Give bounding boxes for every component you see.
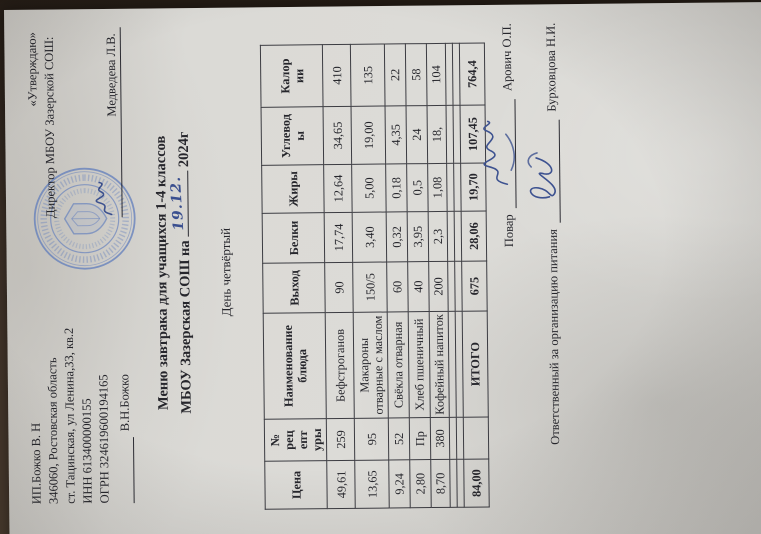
table-row: 13,65 95 Макароны отварные с маслом 150/… [350, 44, 390, 509]
cook-name: Арович О.П. [499, 23, 515, 92]
cell-carbs: 34,65 [323, 106, 352, 165]
responsible-label: Ответственный за организацию питания [545, 229, 563, 445]
cook-signature-row: Повар Арович О.П. [483, 23, 517, 248]
cell-dish-name: Бефстроганов [325, 312, 355, 419]
cell-fat: 0,5 [406, 163, 429, 212]
cell-calories: 104 [426, 43, 447, 106]
cell-carbs: 18, [427, 105, 447, 164]
cell-calories: 410 [322, 44, 352, 107]
signature-underline [118, 437, 135, 504]
supplier-line: ИП.Божко В. Н [28, 422, 44, 505]
cell-recipe-no: 52 [388, 417, 410, 460]
cell-price: 9,24 [388, 459, 411, 508]
table-header-row: Цена № рец епт уры Наименование блюда Вы… [260, 44, 328, 510]
cell-price: 13,65 [354, 459, 390, 509]
cell-price: 49,61 [326, 460, 356, 509]
cell-dish-name: Хлеб пшеничный [408, 311, 431, 418]
cell-portion: 150/5 [352, 262, 388, 313]
supplier-line: ОГРН 324619600194165 [96, 374, 112, 504]
cook-label: Повар [501, 214, 517, 248]
cell-calories: 58 [405, 43, 428, 106]
responsible-name: Бурховцова Н.И. [543, 22, 559, 112]
signature-underline [483, 98, 517, 209]
cell-fat: 12,64 [323, 164, 353, 213]
supplier-line: 346060, Ростовская область [45, 357, 61, 505]
total-row: 84,00 ИТОГО 675 28,06 19,70 107,45 764,4 [459, 42, 490, 508]
menu-document: ИП.Божко В. Н 346060, Ростовская область… [0, 7, 761, 534]
cell-recipe-no: 259 [326, 418, 355, 461]
total-portion: 675 [461, 260, 488, 312]
col-header-dish-name: Наименование блюда [263, 312, 327, 420]
col-header-portion: Выход [262, 262, 326, 314]
cell-carbs: 19,00 [351, 106, 386, 165]
cell-fat: 1,08 [427, 163, 448, 212]
cell-protein: 2,3 [428, 211, 448, 262]
cell-price: 2,80 [409, 459, 432, 508]
cell-calories: 22 [384, 43, 407, 107]
cell-recipe-no: 95 [354, 417, 389, 461]
document-title: Меню завтрака для учащихся 1-4 классов М… [150, 19, 199, 527]
col-header-price: Цена [264, 460, 328, 510]
total-recipe-no [463, 416, 489, 460]
signature-underline [527, 119, 561, 224]
col-header-recipe-no: № рец епт уры [264, 418, 327, 462]
title-line2: МБОУ Зазерская СОШ на 19.12. 2024г [168, 19, 199, 527]
col-header-fat: Жиры [261, 164, 325, 214]
col-header-protein: Белки [262, 212, 325, 264]
cell-carbs: 24 [406, 105, 428, 164]
cell-calories: 135 [350, 44, 386, 107]
cell-dish-name: Кофейный напиток [429, 311, 450, 418]
signature-medvedeva-icon [90, 179, 121, 217]
cell-portion: 40 [407, 261, 430, 312]
total-price: 84,00 [463, 458, 490, 508]
cell-dish-name: Свёкла отварная [387, 311, 410, 418]
supplier-signature-line: В.Н.Божко [116, 327, 135, 504]
approval-block: «Утверждаю» Директор МБОУ Зазерской СОШ:… [24, 27, 123, 218]
date-underline: 19.12. [168, 170, 189, 237]
approval-signer-name: Медведева Л.В. [103, 33, 119, 117]
cell-protein: 17,74 [324, 212, 353, 263]
cell-portion: 200 [428, 261, 449, 312]
cell-recipe-no: 380 [430, 417, 450, 460]
cell-fat: 5,00 [351, 164, 387, 213]
title-line2-prefix: МБОУ Зазерская СОШ на [176, 240, 195, 414]
round-stamp-icon [31, 165, 138, 272]
cell-portion: 90 [324, 262, 354, 313]
cell-recipe-no: Пр [409, 417, 431, 460]
title-line2-suffix: 2024г [175, 131, 193, 168]
handwritten-date: 19.12. [167, 175, 188, 232]
total-protein: 28,06 [461, 210, 487, 262]
cell-protein: 3,95 [407, 211, 429, 262]
approval-signature-line: Медведева Л.В. [90, 27, 123, 218]
day-label: День четвёртый [217, 227, 234, 317]
total-calories: 764,4 [459, 42, 486, 106]
supplier-line: ст. Тацинская, ул Ленина,33, кв.2 [61, 327, 78, 504]
cell-dish-name: Макароны отварные с маслом [353, 312, 389, 419]
cell-price: 8,70 [430, 459, 451, 508]
supplier-block: ИП.Божко В. Н 346060, Ростовская область… [27, 327, 135, 504]
total-label: ИТОГО [462, 310, 489, 418]
cell-protein: 3,40 [352, 212, 387, 263]
col-header-carbs: Углевод ы [261, 106, 324, 166]
signature-arovich-icon [475, 118, 522, 190]
responsible-signature-row: Ответственный за организацию питания Бур… [527, 22, 563, 445]
cell-fat: 0,18 [385, 163, 408, 213]
cell-portion: 60 [386, 261, 409, 313]
cell-protein: 0,32 [386, 211, 408, 263]
menu-table: Цена № рец епт уры Наименование блюда Вы… [260, 42, 490, 510]
paper-sheet: ИП.Божко В. Н 346060, Ростовская область… [4, 1, 761, 534]
signature-burkhovtsova-icon [519, 147, 566, 205]
supplier-line: ИНН 613400000155 [79, 398, 95, 504]
cell-carbs: 4,35 [385, 105, 407, 165]
supplier-signer-name: В.Н.Божко [117, 374, 132, 432]
col-header-calories: Калор ии [260, 44, 324, 108]
